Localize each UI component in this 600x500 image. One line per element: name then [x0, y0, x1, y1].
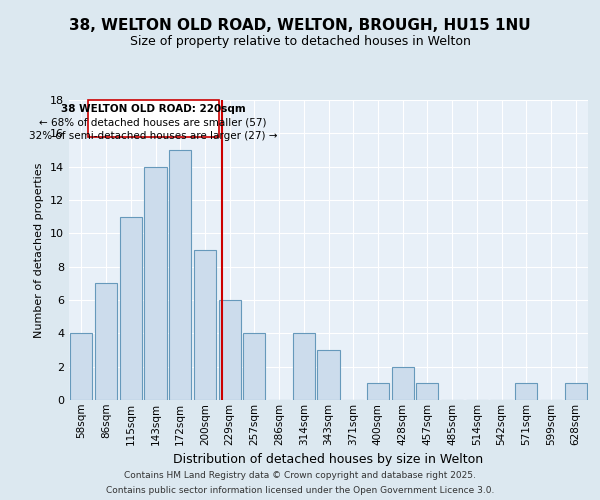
Text: Size of property relative to detached houses in Welton: Size of property relative to detached ho… [130, 35, 470, 48]
Text: ← 68% of detached houses are smaller (57): ← 68% of detached houses are smaller (57… [39, 118, 267, 128]
Bar [169, 150, 191, 400]
Text: Contains HM Land Registry data © Crown copyright and database right 2025.: Contains HM Land Registry data © Crown c… [124, 471, 476, 480]
Bar [194, 250, 216, 400]
X-axis label: Distribution of detached houses by size in Welton: Distribution of detached houses by size … [173, 453, 484, 466]
Bar [416, 384, 439, 400]
Bar [243, 334, 265, 400]
Text: 32% of semi-detached houses are larger (27) →: 32% of semi-detached houses are larger (… [29, 131, 277, 141]
Bar [317, 350, 340, 400]
Bar [293, 334, 315, 400]
Bar [119, 216, 142, 400]
Bar [70, 334, 92, 400]
Text: 38 WELTON OLD ROAD: 220sqm: 38 WELTON OLD ROAD: 220sqm [61, 104, 245, 114]
Bar [218, 300, 241, 400]
Bar [95, 284, 117, 400]
Text: Contains public sector information licensed under the Open Government Licence 3.: Contains public sector information licen… [106, 486, 494, 495]
Bar [145, 166, 167, 400]
Bar [367, 384, 389, 400]
Bar [565, 384, 587, 400]
Bar [88, 100, 218, 136]
Bar [392, 366, 414, 400]
Text: 38, WELTON OLD ROAD, WELTON, BROUGH, HU15 1NU: 38, WELTON OLD ROAD, WELTON, BROUGH, HU1… [69, 18, 531, 32]
Bar [515, 384, 538, 400]
Y-axis label: Number of detached properties: Number of detached properties [34, 162, 44, 338]
